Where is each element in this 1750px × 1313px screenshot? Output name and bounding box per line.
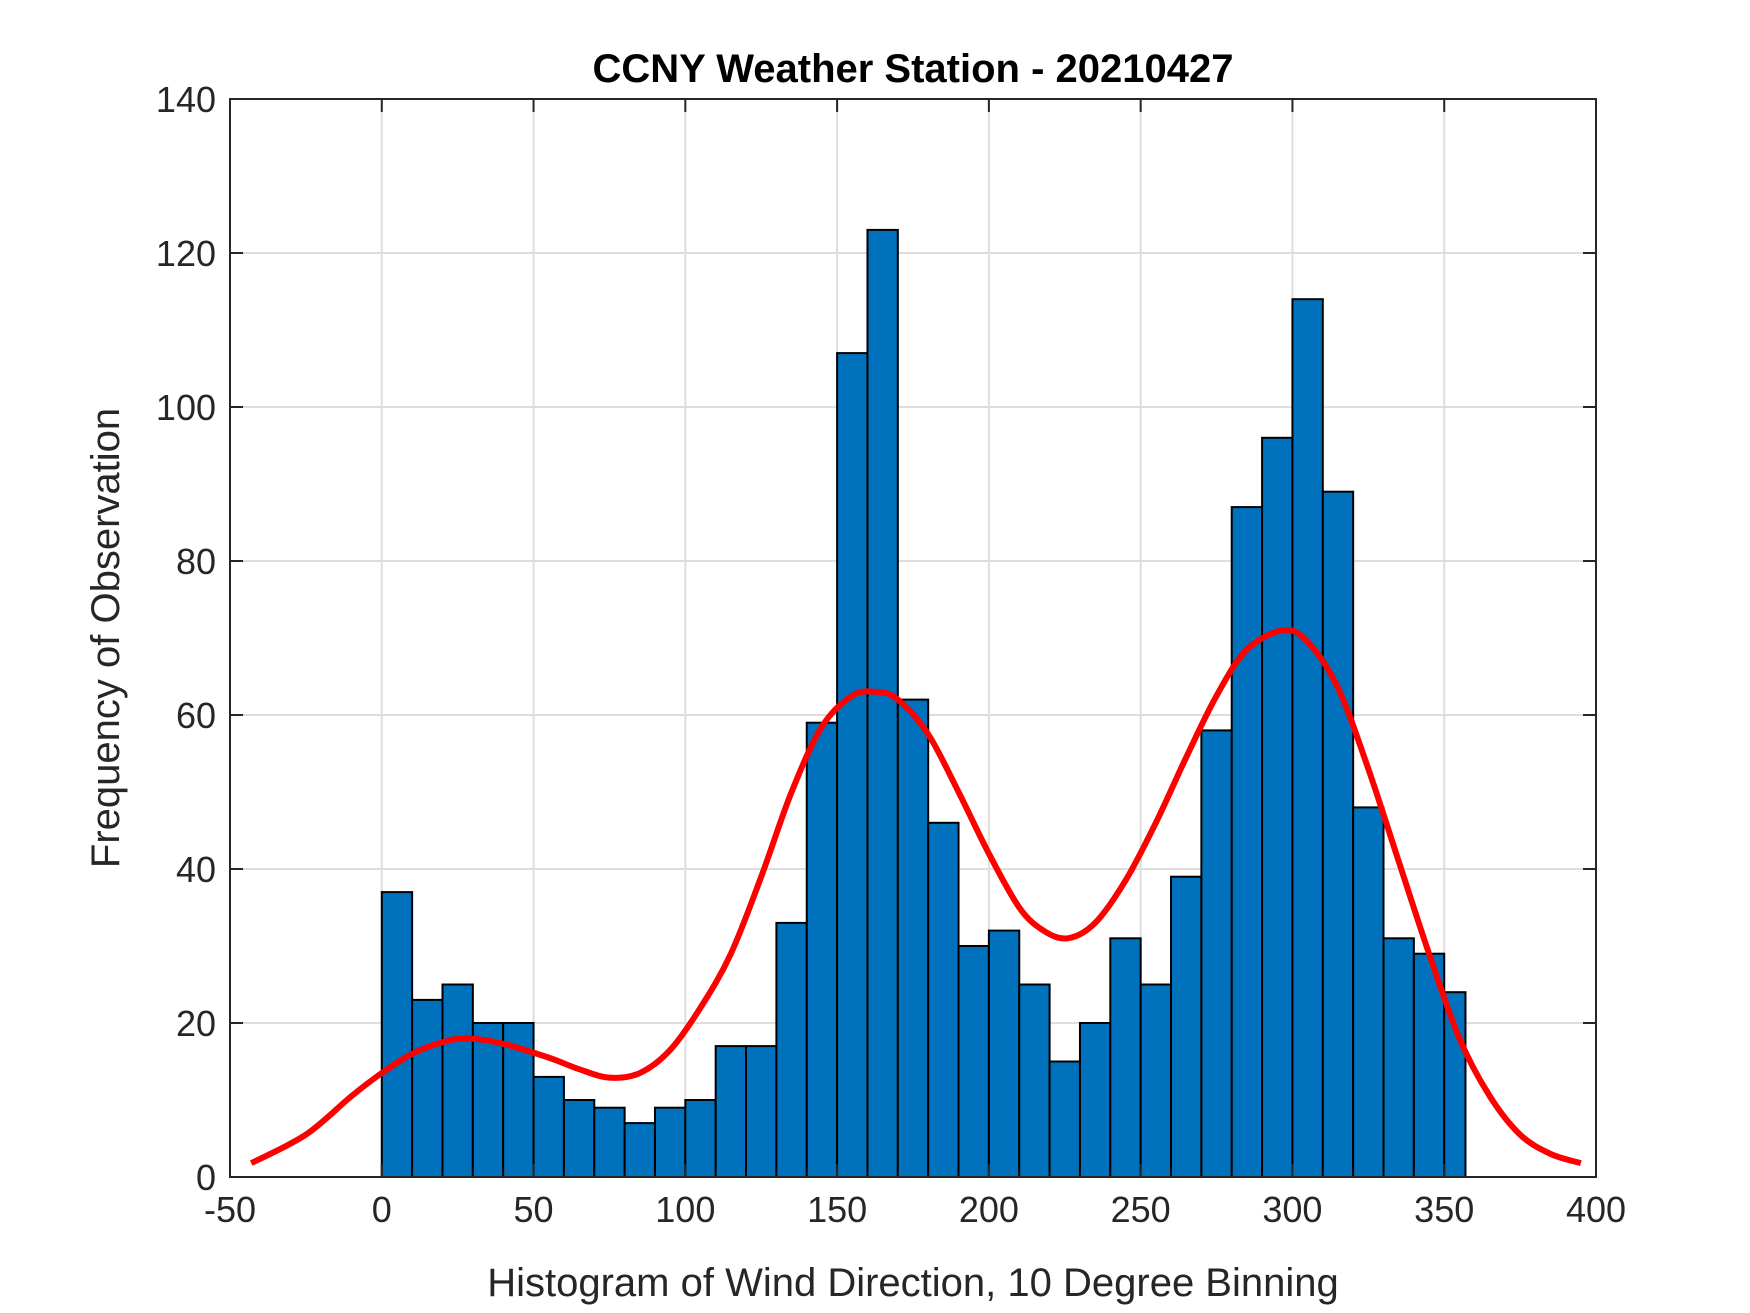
y-tick-label: 60 [176, 695, 216, 736]
histogram-bar [411, 998, 444, 1179]
histogram-bar [1170, 875, 1203, 1178]
histogram-bar [1048, 1060, 1081, 1178]
x-tick-label: 250 [1111, 1189, 1171, 1230]
fit-curve-group [249, 627, 1582, 1167]
histogram-bar [957, 945, 990, 1178]
x-tick-labels: -50 0 50 100 150 200 250 300 350 400 [204, 1189, 1626, 1230]
histogram-bar [562, 1099, 596, 1178]
histogram-bar [987, 929, 1021, 1178]
histogram-bar [805, 721, 839, 1178]
fit-curve-line [249, 627, 1582, 1167]
x-axis-label: Histogram of Wind Direction, 10 Degree B… [487, 1261, 1339, 1305]
histogram-bar [380, 891, 414, 1178]
x-tick-label: 300 [1262, 1189, 1322, 1230]
histogram-bar [714, 1045, 748, 1178]
histogram-bar [532, 1075, 565, 1179]
y-tick-label: 20 [176, 1003, 216, 1044]
histogram-bar [927, 821, 960, 1178]
x-tick-label: 350 [1414, 1189, 1474, 1230]
y-tick-label: 80 [176, 541, 216, 582]
histogram-bar [836, 352, 869, 1179]
histogram-bar [1018, 983, 1051, 1178]
y-tick-label: 40 [176, 849, 216, 890]
chart-title: CCNY Weather Station - 20210427 [593, 47, 1234, 91]
histogram-bar [896, 698, 930, 1178]
histogram-bar [653, 1106, 687, 1178]
histogram-bar [593, 1106, 626, 1178]
axes-box [229, 98, 1597, 1178]
y-axis-label: Frequency of Observation [84, 408, 128, 868]
x-tick-label: 200 [959, 1189, 1019, 1230]
histogram-bar [1382, 937, 1415, 1178]
y-tick-label: 140 [156, 79, 216, 120]
tick-marks [229, 98, 1597, 1178]
histogram-bar [1109, 937, 1142, 1178]
x-tick-label: 400 [1566, 1189, 1626, 1230]
x-tick-label: 50 [514, 1189, 554, 1230]
histogram-bar [1230, 506, 1264, 1179]
histogram-bar [775, 921, 808, 1179]
histogram-bar [684, 1099, 717, 1178]
y-tick-label: 100 [156, 387, 216, 428]
histogram-bar [623, 1122, 656, 1178]
histogram-bar [1200, 729, 1233, 1179]
y-tick-label: 120 [156, 233, 216, 274]
histogram-bar [1352, 806, 1385, 1179]
y-tick-labels: 0 20 40 60 80 100 120 140 [156, 79, 216, 1198]
histogram-bar [1291, 298, 1324, 1178]
histogram-bar [441, 983, 474, 1178]
histogram-bar [1078, 1022, 1112, 1178]
histogram-bar [745, 1045, 778, 1178]
x-tick-label: -50 [204, 1189, 256, 1230]
x-tick-label: 100 [655, 1189, 715, 1230]
histogram-bar [1139, 983, 1173, 1178]
histogram-bar [1321, 490, 1355, 1178]
histogram-bars [380, 228, 1467, 1179]
histogram-bar [471, 1022, 505, 1178]
x-tick-label: 0 [372, 1189, 392, 1230]
y-tick-label: 0 [196, 1157, 216, 1198]
x-tick-label: 150 [807, 1189, 867, 1230]
histogram-bar [866, 228, 899, 1178]
histogram-bar [1261, 436, 1294, 1178]
